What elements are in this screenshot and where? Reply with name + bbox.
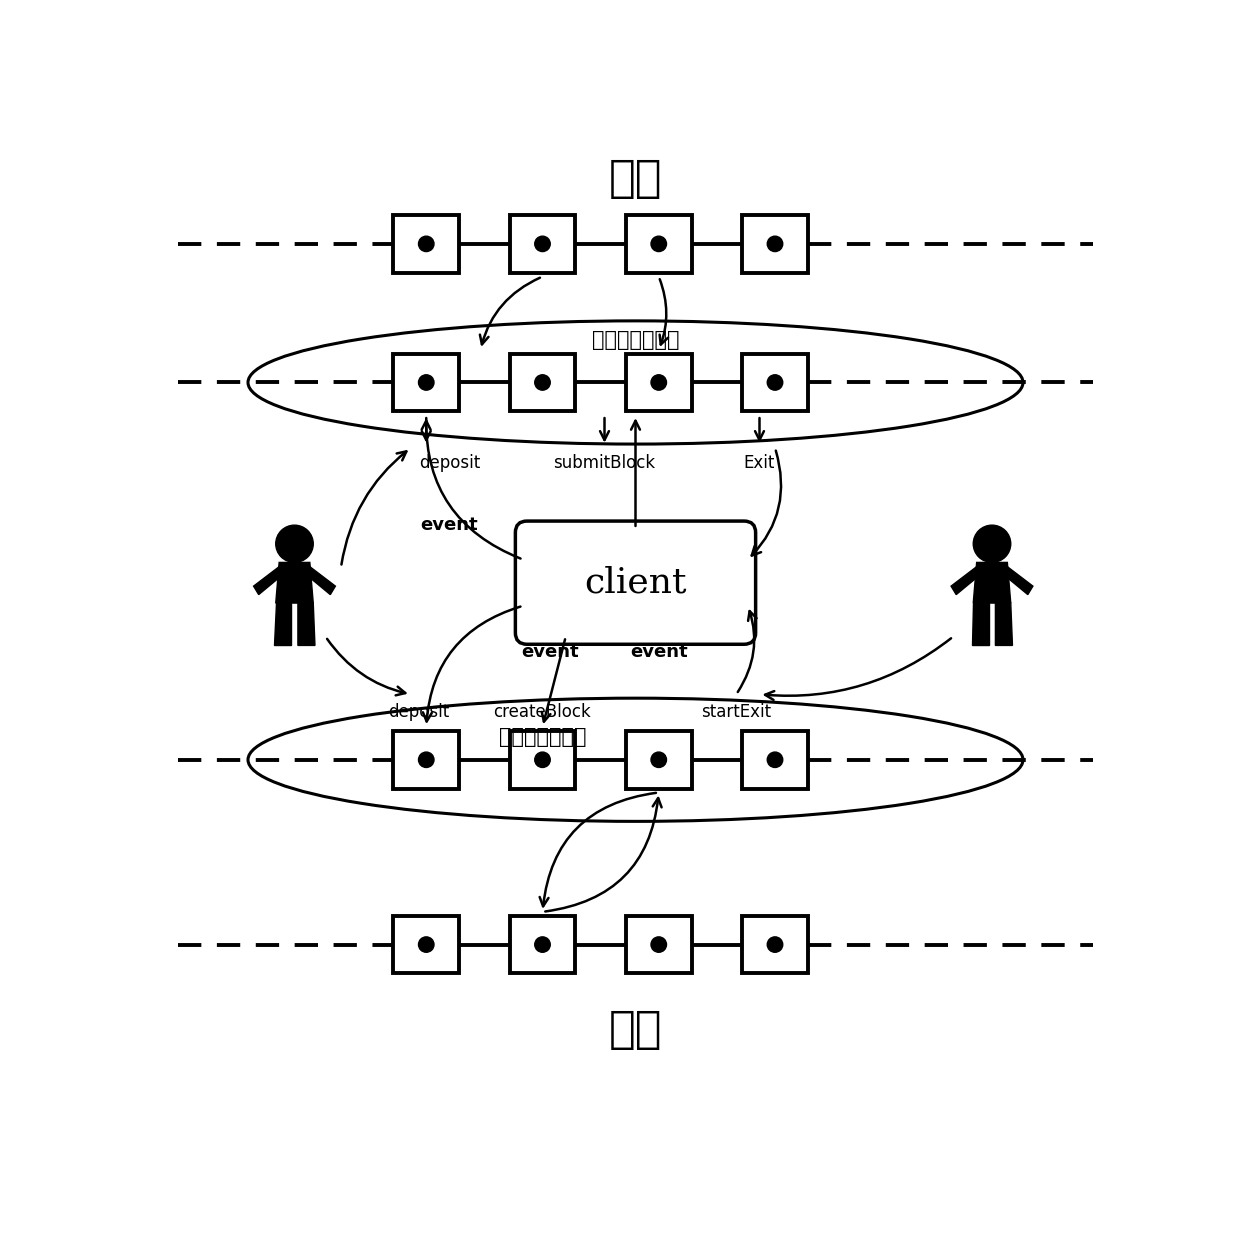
Bar bbox=[510, 731, 575, 788]
Text: Exit: Exit bbox=[744, 455, 775, 472]
Circle shape bbox=[534, 375, 551, 390]
Circle shape bbox=[973, 525, 1011, 562]
Circle shape bbox=[768, 236, 782, 251]
Polygon shape bbox=[972, 603, 988, 645]
Text: deposit: deposit bbox=[388, 704, 449, 721]
Polygon shape bbox=[298, 603, 315, 645]
Polygon shape bbox=[275, 562, 314, 603]
Bar bbox=[626, 215, 692, 272]
Text: deposit: deposit bbox=[419, 455, 480, 472]
Bar bbox=[742, 353, 808, 411]
Bar bbox=[393, 731, 459, 788]
Circle shape bbox=[534, 937, 551, 952]
Circle shape bbox=[768, 937, 782, 952]
Bar bbox=[393, 353, 459, 411]
Text: client: client bbox=[584, 566, 687, 599]
Text: 侧链的智能合约: 侧链的智能合约 bbox=[498, 727, 587, 747]
Circle shape bbox=[768, 752, 782, 767]
Bar bbox=[510, 215, 575, 272]
Text: createBlock: createBlock bbox=[494, 704, 591, 721]
Text: submitBlock: submitBlock bbox=[553, 455, 656, 472]
Polygon shape bbox=[996, 603, 1012, 645]
Bar bbox=[742, 731, 808, 788]
Circle shape bbox=[419, 375, 434, 390]
Polygon shape bbox=[951, 567, 1033, 594]
Bar bbox=[393, 916, 459, 973]
Circle shape bbox=[419, 937, 434, 952]
Circle shape bbox=[419, 752, 434, 767]
Text: 侧链: 侧链 bbox=[609, 1008, 662, 1050]
Text: event: event bbox=[630, 643, 687, 661]
Circle shape bbox=[275, 525, 314, 562]
Bar bbox=[626, 731, 692, 788]
Bar bbox=[742, 916, 808, 973]
Circle shape bbox=[534, 752, 551, 767]
Bar bbox=[510, 353, 575, 411]
Bar bbox=[626, 916, 692, 973]
Polygon shape bbox=[973, 562, 1011, 603]
Text: 主链: 主链 bbox=[609, 157, 662, 200]
Circle shape bbox=[651, 236, 667, 251]
Text: startExit: startExit bbox=[701, 704, 771, 721]
Circle shape bbox=[651, 375, 667, 390]
Text: 主链的智能合约: 主链的智能合约 bbox=[591, 331, 680, 351]
Bar bbox=[742, 215, 808, 272]
Bar bbox=[510, 916, 575, 973]
Circle shape bbox=[419, 236, 434, 251]
Text: event: event bbox=[420, 516, 479, 534]
Bar bbox=[393, 215, 459, 272]
Bar bbox=[626, 353, 692, 411]
Polygon shape bbox=[274, 603, 291, 645]
Circle shape bbox=[534, 236, 551, 251]
Polygon shape bbox=[253, 567, 335, 594]
Circle shape bbox=[651, 752, 667, 767]
Circle shape bbox=[768, 375, 782, 390]
Text: event: event bbox=[522, 643, 579, 661]
Circle shape bbox=[651, 937, 667, 952]
FancyBboxPatch shape bbox=[516, 521, 755, 644]
